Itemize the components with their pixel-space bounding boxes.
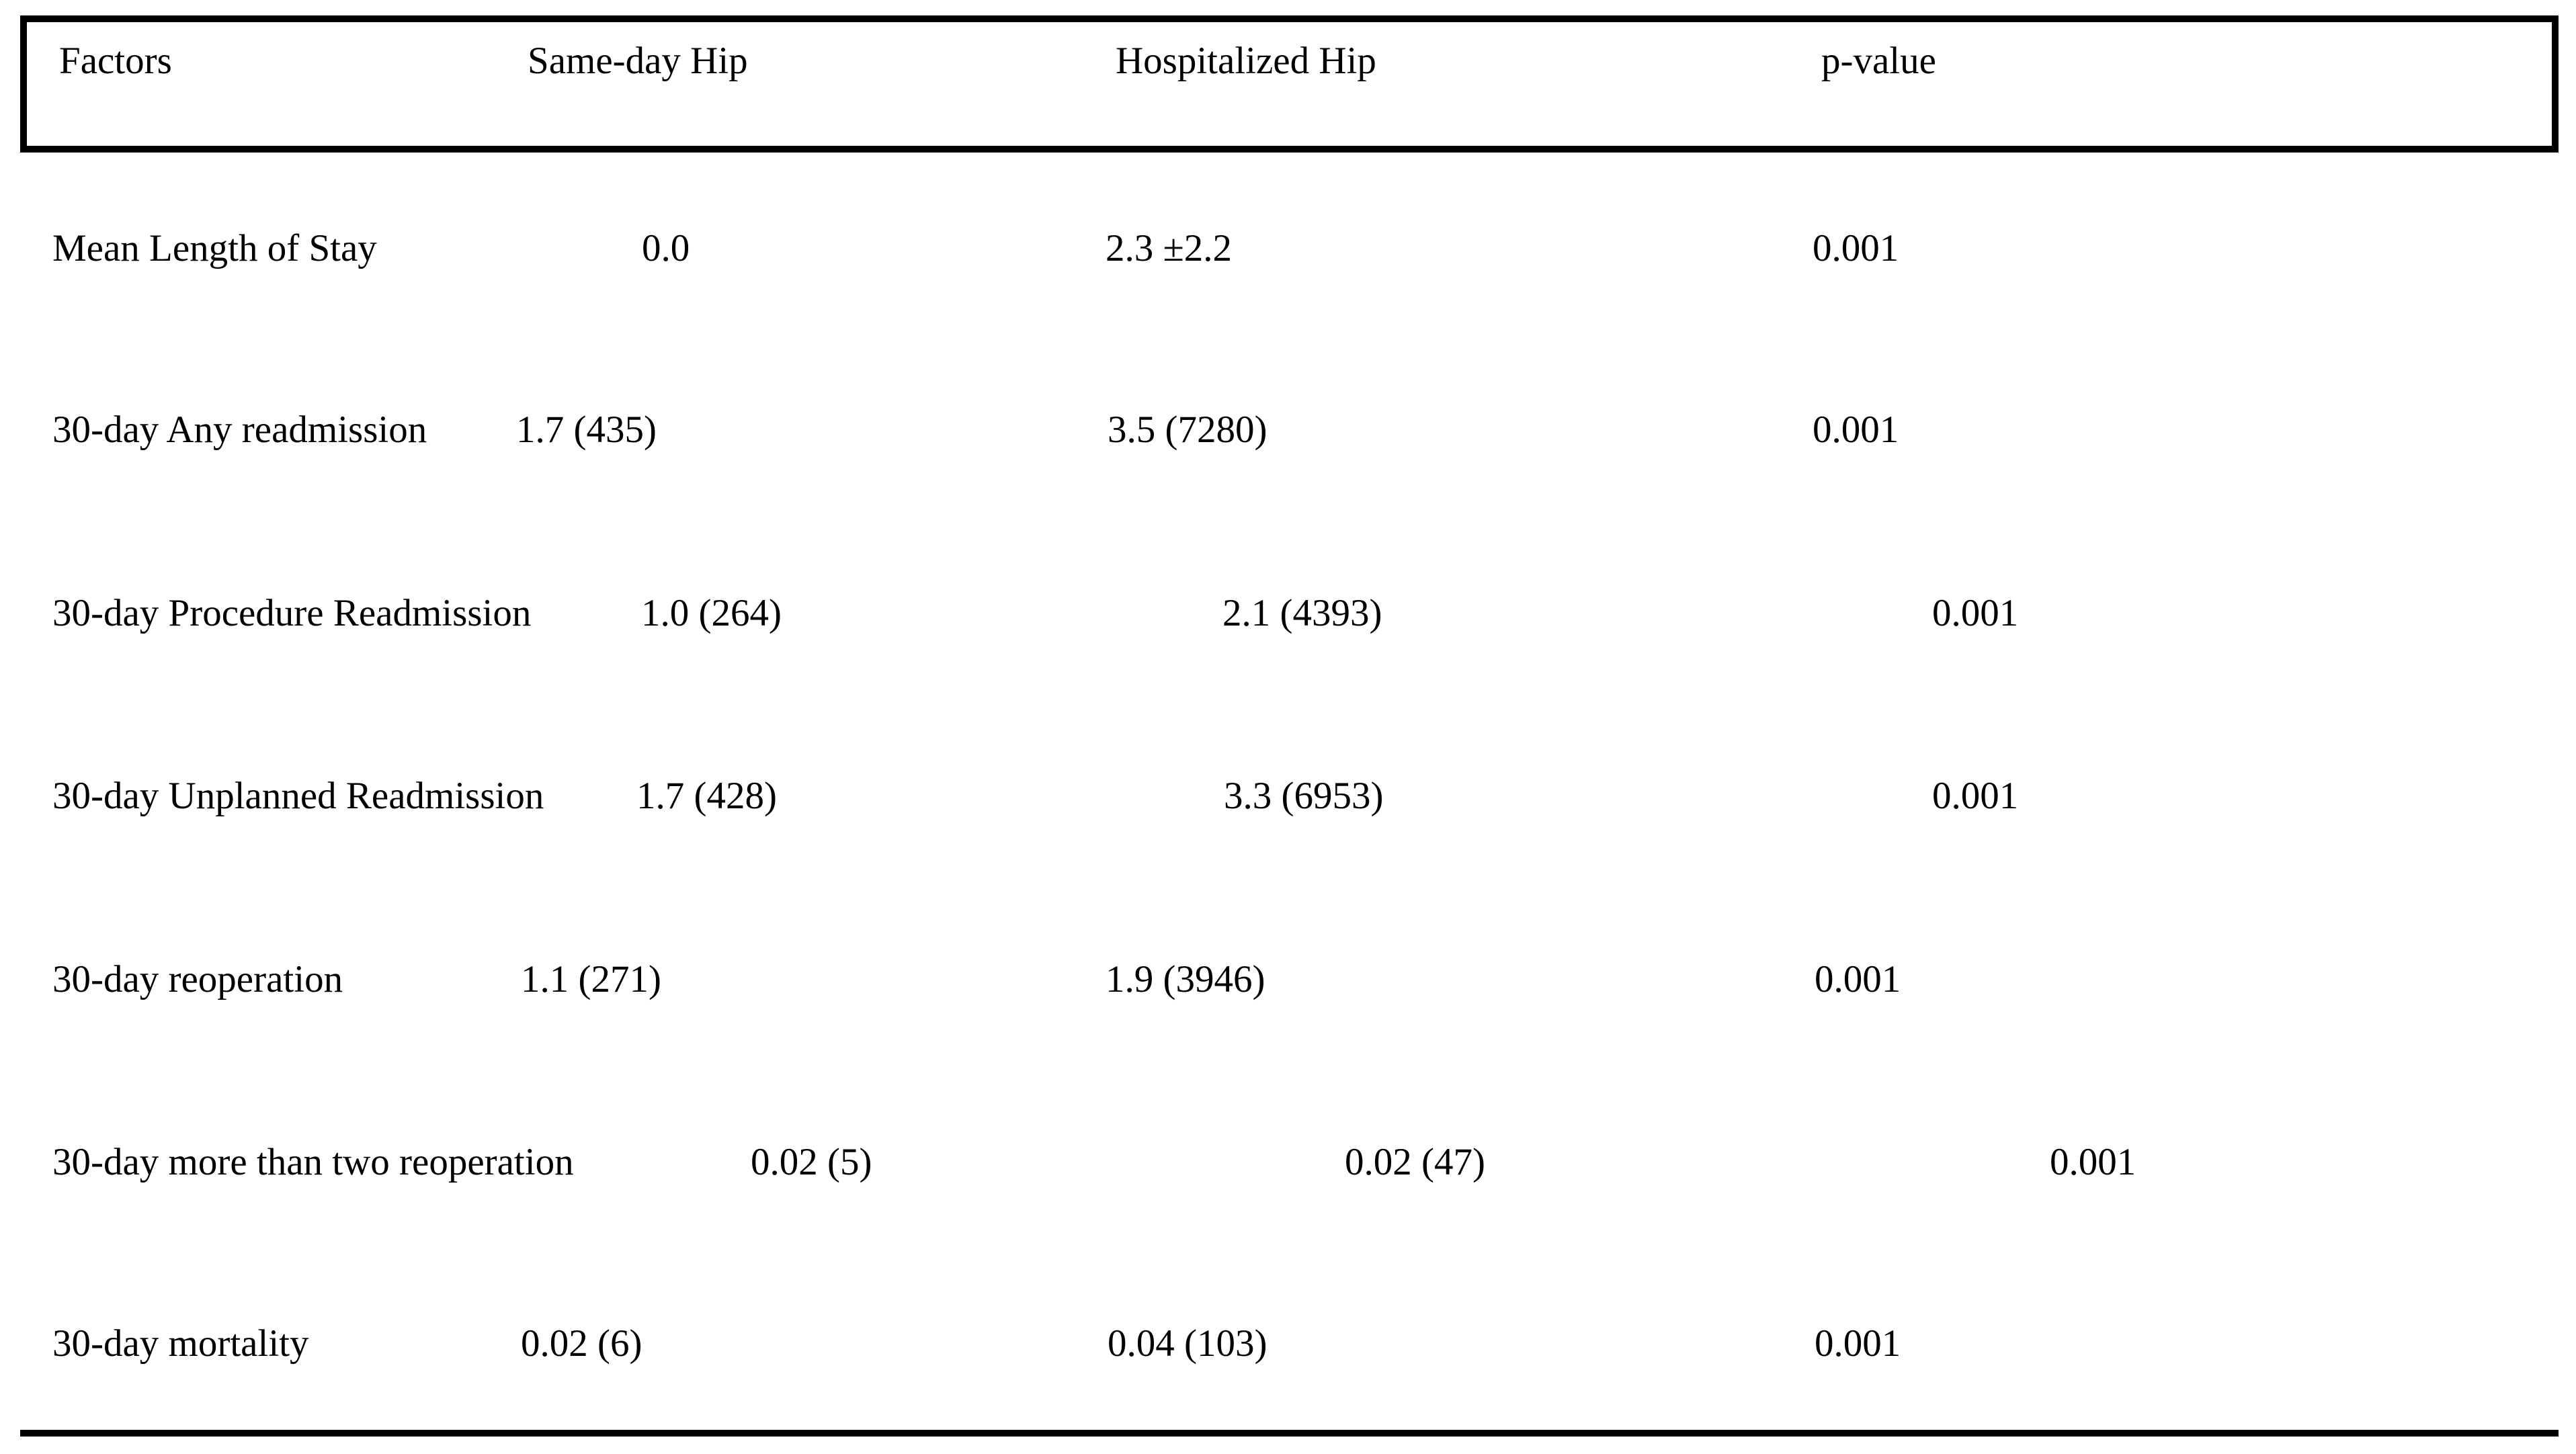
- table-row: 30-day mortality 0.02 (6) 0.04 (103) 0.0…: [0, 1322, 2576, 1375]
- same-day-hip-value: 0.02 (6): [521, 1322, 642, 1365]
- hospitalized-hip-value: 0.02 (47): [1345, 1141, 1485, 1183]
- table-row: 30-day more than two reoperation 0.02 (5…: [0, 1140, 2576, 1194]
- hospitalized-hip-value: 3.5 (7280): [1108, 409, 1268, 451]
- hospitalized-hip-value: 2.1 (4393): [1222, 592, 1382, 634]
- p-value: 0.001: [1815, 958, 1901, 1000]
- factor-label: 30-day Unplanned Readmission: [52, 775, 544, 817]
- column-header-factors: Factors: [59, 40, 172, 82]
- same-day-hip-value: 1.7 (435): [516, 409, 657, 451]
- factor-label: 30-day reoperation: [52, 958, 343, 1000]
- table-row: 30-day Unplanned Readmission 1.7 (428) 3…: [0, 774, 2576, 828]
- factor-label: 30-day Any readmission: [52, 409, 427, 451]
- table-row: 30-day Procedure Readmission 1.0 (264) 2…: [0, 591, 2576, 645]
- factor-label: 30-day mortality: [52, 1322, 309, 1365]
- column-header-same-day-hip: Same-day Hip: [528, 40, 748, 82]
- column-header-p-value: p-value: [1821, 40, 1936, 82]
- hospitalized-hip-value: 3.3 (6953): [1224, 775, 1384, 817]
- factor-label: Mean Length of Stay: [52, 227, 377, 269]
- same-day-hip-value: 0.0: [642, 227, 690, 269]
- p-value: 0.001: [1815, 1322, 1901, 1365]
- p-value: 0.001: [2050, 1141, 2136, 1183]
- same-day-hip-value: 1.0 (264): [641, 592, 782, 634]
- factor-label: 30-day Procedure Readmission: [52, 592, 532, 634]
- table-row: 30-day reoperation 1.1 (271) 1.9 (3946) …: [0, 957, 2576, 1011]
- hospitalized-hip-value: 0.04 (103): [1108, 1322, 1268, 1365]
- hospitalized-hip-value: 2.3 ±2.2: [1106, 227, 1233, 269]
- factor-label: 30-day more than two reoperation: [52, 1141, 574, 1183]
- same-day-hip-value: 1.1 (271): [521, 958, 661, 1000]
- p-value: 0.001: [1813, 409, 1899, 451]
- table-row: 30-day Any readmission 1.7 (435) 3.5 (72…: [0, 408, 2576, 462]
- table-header-row: Factors Same-day Hip Hospitalized Hip p-…: [20, 15, 2559, 153]
- p-value: 0.001: [1932, 775, 2019, 817]
- table-bottom-border: [20, 1430, 2559, 1437]
- table-row: Mean Length of Stay 0.0 2.3 ±2.2 0.001: [0, 226, 2576, 280]
- p-value: 0.001: [1932, 592, 2019, 634]
- column-header-hospitalized-hip: Hospitalized Hip: [1116, 40, 1376, 82]
- hospitalized-hip-value: 1.9 (3946): [1106, 958, 1265, 1000]
- same-day-hip-value: 0.02 (5): [751, 1141, 872, 1183]
- same-day-hip-value: 1.7 (428): [636, 775, 777, 817]
- p-value: 0.001: [1813, 227, 1899, 269]
